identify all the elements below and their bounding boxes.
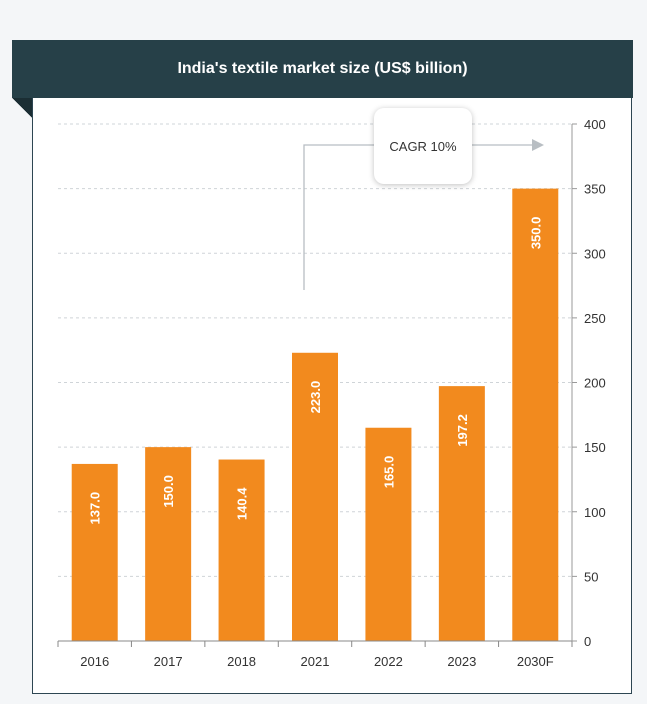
cagr-annotation: CAGR 10% <box>374 108 472 184</box>
bar-2018 <box>218 459 265 641</box>
y-axis: 0 50 100 150 200 250 300 350 400 <box>571 117 606 649</box>
cagr-arrow-head <box>532 139 544 151</box>
bars <box>71 188 559 641</box>
y-tick-label: 300 <box>584 246 606 261</box>
grid-lines <box>58 123 572 577</box>
bar-value-label: 137.0 <box>88 492 103 525</box>
x-axis: 2016 2017 2018 2021 2022 2023 2030F <box>57 640 573 669</box>
bar-value-label: 350.0 <box>528 217 543 250</box>
y-tick-label: 350 <box>584 182 606 197</box>
x-tick-label: 2017 <box>154 654 183 669</box>
bar-2021 <box>292 352 338 641</box>
y-tick-label: 50 <box>584 569 598 584</box>
y-tick-label: 0 <box>584 634 591 649</box>
y-tick-label: 150 <box>584 440 606 455</box>
x-tick-label: 2022 <box>374 654 403 669</box>
x-tick-label: 2018 <box>227 654 256 669</box>
bar-2017 <box>145 447 192 641</box>
bar-2022 <box>365 427 412 641</box>
bar-value-labels: 137.0 150.0 140.4 223.0 165.0 197.2 350.0 <box>88 217 544 525</box>
x-tick-label: 2030F <box>517 654 554 669</box>
header-fold-decoration <box>12 98 32 118</box>
x-tick-label: 2023 <box>447 654 476 669</box>
y-tick-label: 200 <box>584 376 606 391</box>
chart-title: India's textile market size (US$ billion… <box>12 40 633 98</box>
bar-2030F <box>512 188 559 641</box>
bar-2016 <box>71 463 118 641</box>
bar-value-label: 150.0 <box>161 475 176 508</box>
bar-2023 <box>438 386 485 641</box>
y-tick-label: 250 <box>584 311 606 326</box>
y-tick-label: 100 <box>584 505 606 520</box>
bar-value-label: 223.0 <box>308 381 323 414</box>
bar-value-label: 140.4 <box>235 487 250 520</box>
y-tick-label: 400 <box>584 117 606 132</box>
x-tick-label: 2021 <box>301 654 330 669</box>
bar-value-label: 197.2 <box>455 414 470 447</box>
bar-value-label: 165.0 <box>381 456 396 489</box>
x-tick-label: 2016 <box>80 654 109 669</box>
